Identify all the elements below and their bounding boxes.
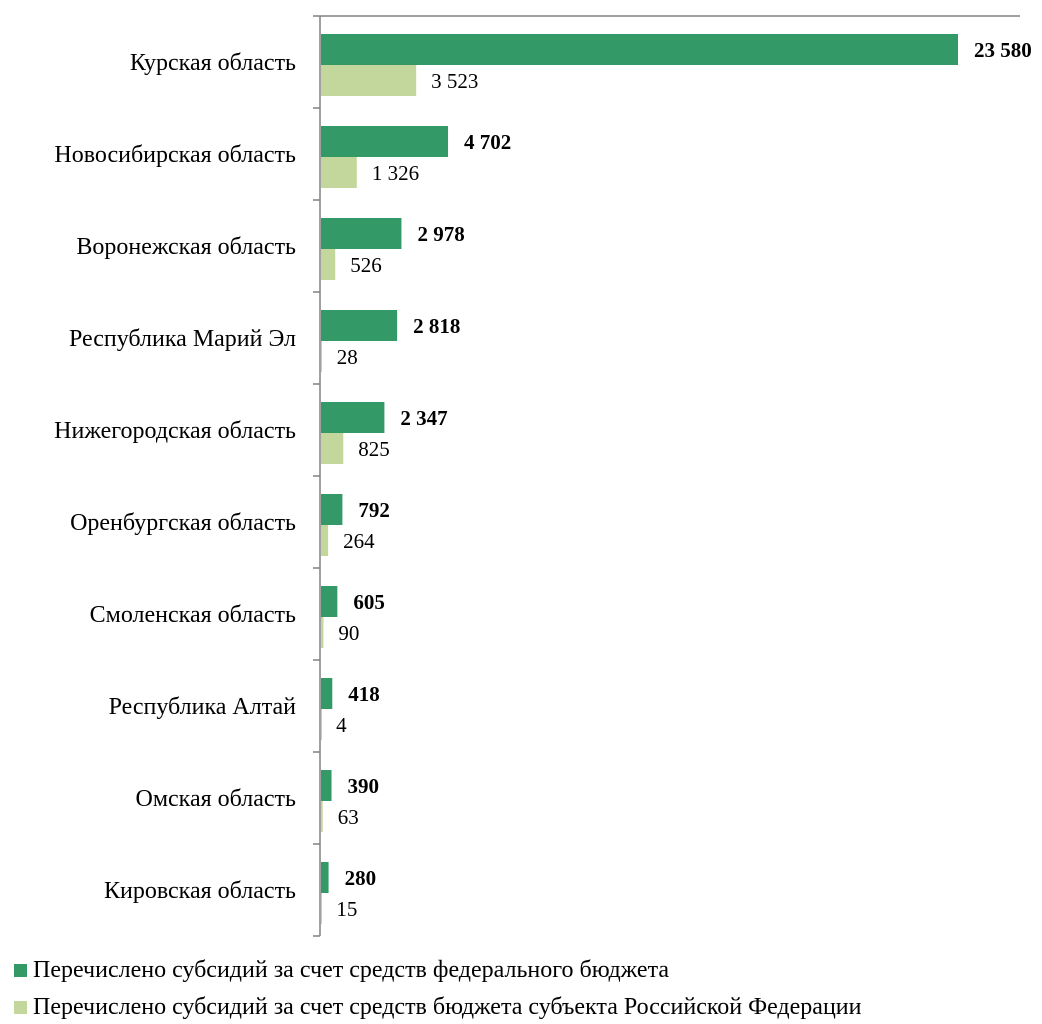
- bar-regional: [321, 525, 329, 556]
- bar-federal: [321, 310, 398, 341]
- data-label-regional: 90: [338, 621, 359, 645]
- category-label: Омская область: [136, 786, 297, 812]
- data-label-regional: 1 326: [372, 161, 419, 185]
- bar-regional: [321, 617, 324, 648]
- data-label-federal: 23 580: [974, 38, 1032, 62]
- category-label: Курская область: [130, 50, 296, 76]
- bar-federal: [321, 34, 958, 65]
- bar-regional: [321, 893, 322, 924]
- data-label-regional: 28: [337, 345, 358, 369]
- data-label-federal: 390: [348, 774, 380, 798]
- bar-federal: [321, 126, 449, 157]
- category-label: Смоленская область: [90, 602, 296, 628]
- data-label-federal: 792: [358, 498, 390, 522]
- bar-regional: [321, 709, 322, 740]
- data-label-federal: 2 818: [413, 314, 460, 338]
- data-label-federal: 605: [353, 590, 385, 614]
- category-label: Новосибирская область: [54, 142, 296, 168]
- data-label-regional: 3 523: [431, 69, 478, 93]
- legend-item-federal: Перечислено субсидий за счет средств фед…: [14, 956, 669, 984]
- legend-swatch-federal: [14, 963, 27, 977]
- bar-regional: [321, 65, 417, 96]
- data-label-regional: 63: [338, 805, 359, 829]
- data-label-federal: 280: [345, 866, 377, 890]
- data-label-regional: 264: [343, 529, 375, 553]
- legend-swatch-regional: [14, 1000, 27, 1014]
- data-label-federal: 418: [348, 682, 380, 706]
- bar-regional: [321, 801, 323, 832]
- data-label-regional: 526: [350, 253, 382, 277]
- data-label-federal: 4 702: [464, 130, 511, 154]
- category-label: Оренбургская область: [70, 510, 296, 536]
- bar-federal: [321, 678, 333, 709]
- data-label-regional: 4: [336, 713, 347, 737]
- bar-regional: [321, 157, 357, 188]
- bar-federal: [321, 494, 343, 525]
- bar-federal: [321, 218, 402, 249]
- bar-regional: [321, 433, 344, 464]
- category-label: Кировская область: [104, 878, 296, 904]
- bar-chart: Курская область 23 580 3 523 Новосибирская …: [54, 15, 1032, 937]
- bar-federal: [321, 770, 332, 801]
- category-label: Республика Алтай: [109, 694, 297, 720]
- data-label-regional: 825: [358, 437, 390, 461]
- bar-federal: [321, 862, 329, 893]
- bar-federal: [321, 586, 338, 617]
- data-label-regional: 15: [336, 897, 357, 921]
- bar-regional: [321, 249, 336, 280]
- legend-item-regional: Перечислено субсидий за счет средств бюд…: [14, 993, 861, 1021]
- bar-federal: [321, 402, 385, 433]
- data-label-federal: 2 347: [400, 406, 447, 430]
- category-label: Воронежская область: [76, 234, 296, 260]
- bar-regional: [321, 341, 322, 372]
- legend-label-regional: Перечислено субсидий за счет средств бюд…: [33, 994, 862, 1020]
- category-label: Нижегородская область: [54, 418, 296, 444]
- data-label-federal: 2 978: [417, 222, 464, 246]
- legend-label-federal: Перечислено субсидий за счет средств фед…: [33, 957, 669, 983]
- category-label: Республика Марий Эл: [69, 326, 296, 352]
